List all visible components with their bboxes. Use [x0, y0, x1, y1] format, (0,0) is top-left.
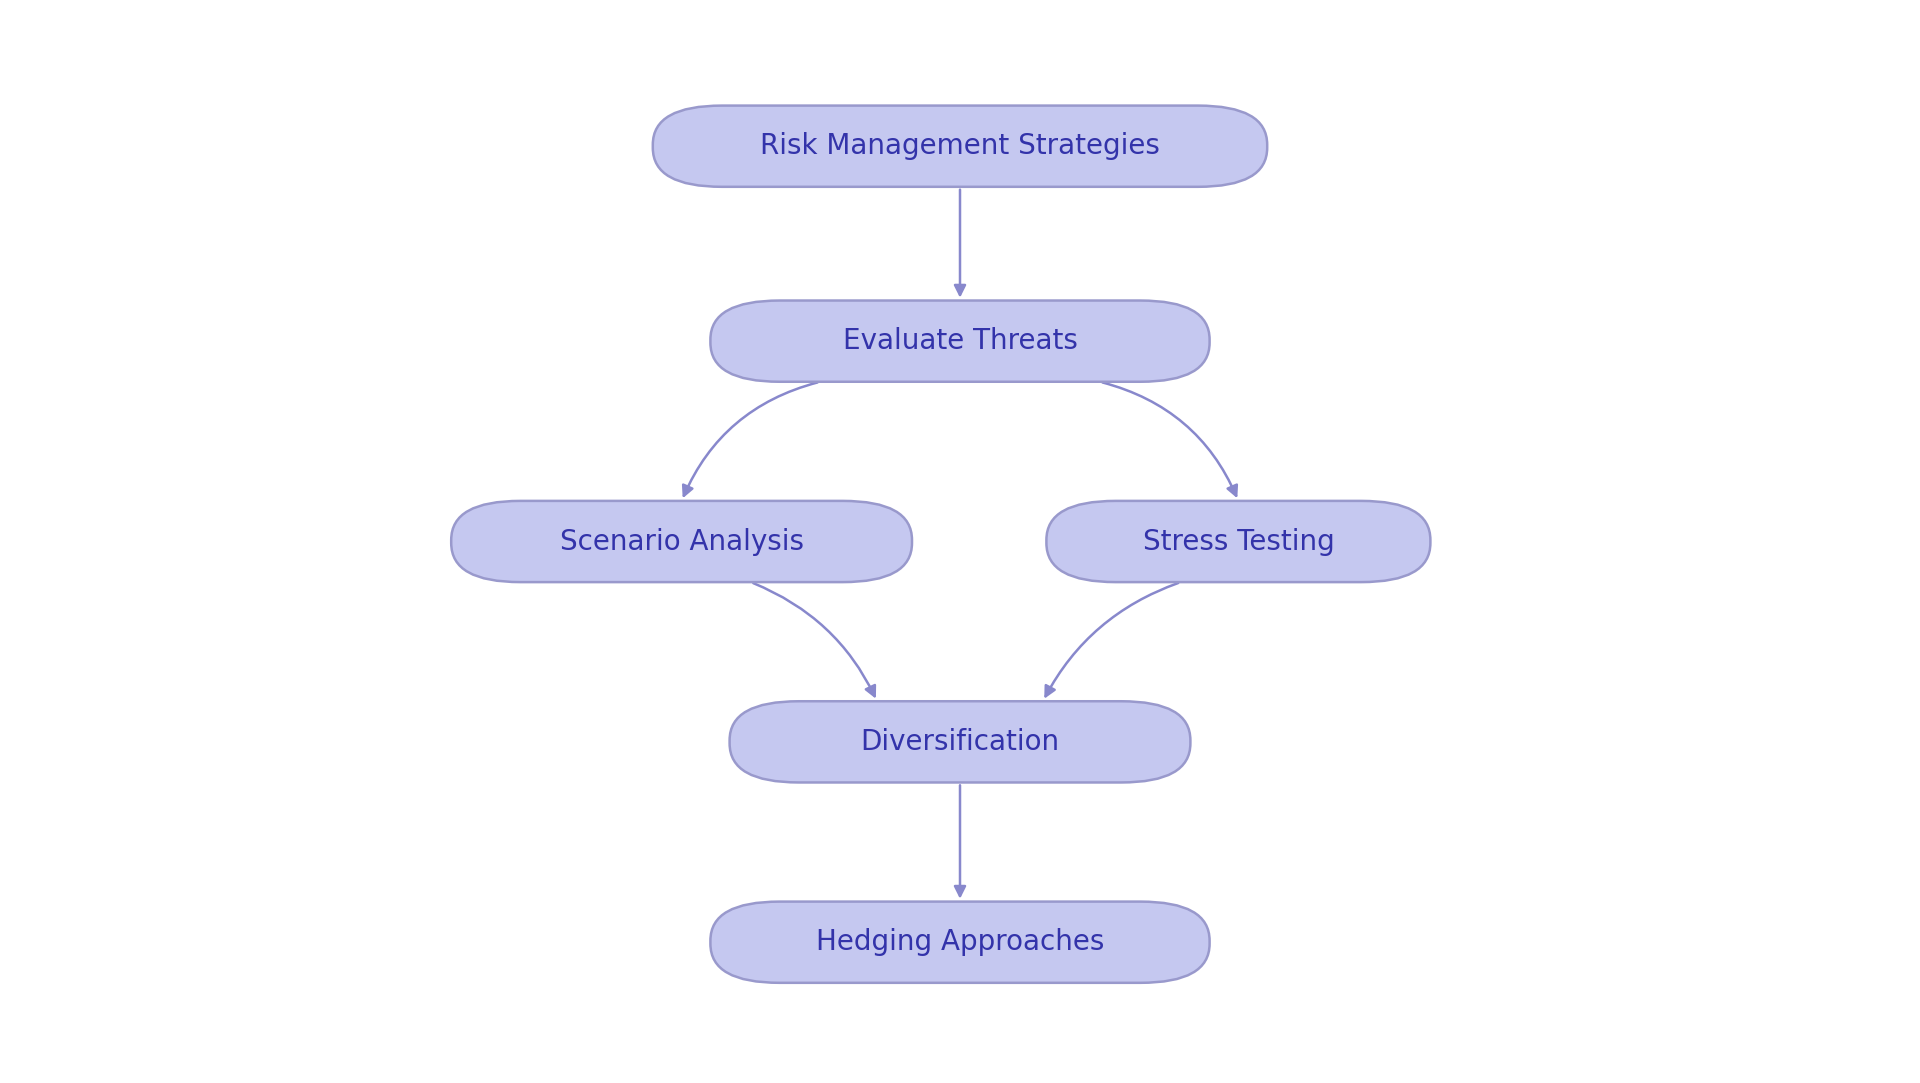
- FancyBboxPatch shape: [710, 901, 1210, 983]
- Text: Stress Testing: Stress Testing: [1142, 527, 1334, 556]
- FancyBboxPatch shape: [730, 702, 1190, 782]
- FancyArrowPatch shape: [684, 382, 818, 496]
- FancyBboxPatch shape: [710, 300, 1210, 381]
- Text: Scenario Analysis: Scenario Analysis: [559, 527, 804, 556]
- Text: Hedging Approaches: Hedging Approaches: [816, 928, 1104, 956]
- Text: Diversification: Diversification: [860, 728, 1060, 756]
- FancyArrowPatch shape: [753, 583, 876, 696]
- FancyBboxPatch shape: [451, 500, 912, 583]
- Text: Evaluate Threats: Evaluate Threats: [843, 327, 1077, 355]
- FancyBboxPatch shape: [1046, 500, 1430, 583]
- FancyArrowPatch shape: [1102, 382, 1236, 496]
- Text: Risk Management Strategies: Risk Management Strategies: [760, 132, 1160, 160]
- FancyArrowPatch shape: [1046, 583, 1179, 696]
- FancyBboxPatch shape: [653, 106, 1267, 186]
